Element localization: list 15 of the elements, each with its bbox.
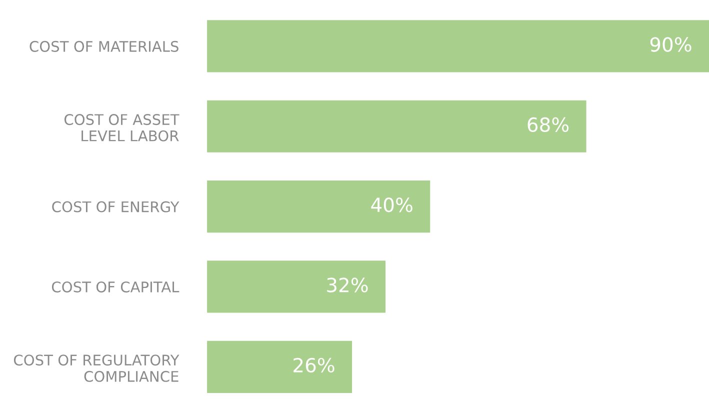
data-label: 26% bbox=[294, 358, 334, 373]
y-tick-label: COST OF ENERGY bbox=[52, 201, 180, 212]
bar bbox=[207, 100, 586, 152]
bar bbox=[207, 340, 352, 393]
bar bbox=[207, 20, 709, 72]
y-tick-label: COST OF CAPITAL bbox=[52, 281, 180, 292]
data-label: 32% bbox=[327, 278, 368, 292]
bar bbox=[207, 260, 386, 313]
data-label: 40% bbox=[371, 197, 412, 212]
bar bbox=[207, 180, 430, 233]
y-tick-label: COST OF REGULATORY COMPLIANCE bbox=[14, 354, 180, 382]
y-tick-label: COST OF MATERIALS bbox=[30, 40, 178, 52]
y-tick-label: COST OF ASSET LEVEL LABOR bbox=[64, 114, 180, 142]
data-label: 68% bbox=[528, 117, 569, 132]
data-label: 90% bbox=[650, 37, 692, 52]
